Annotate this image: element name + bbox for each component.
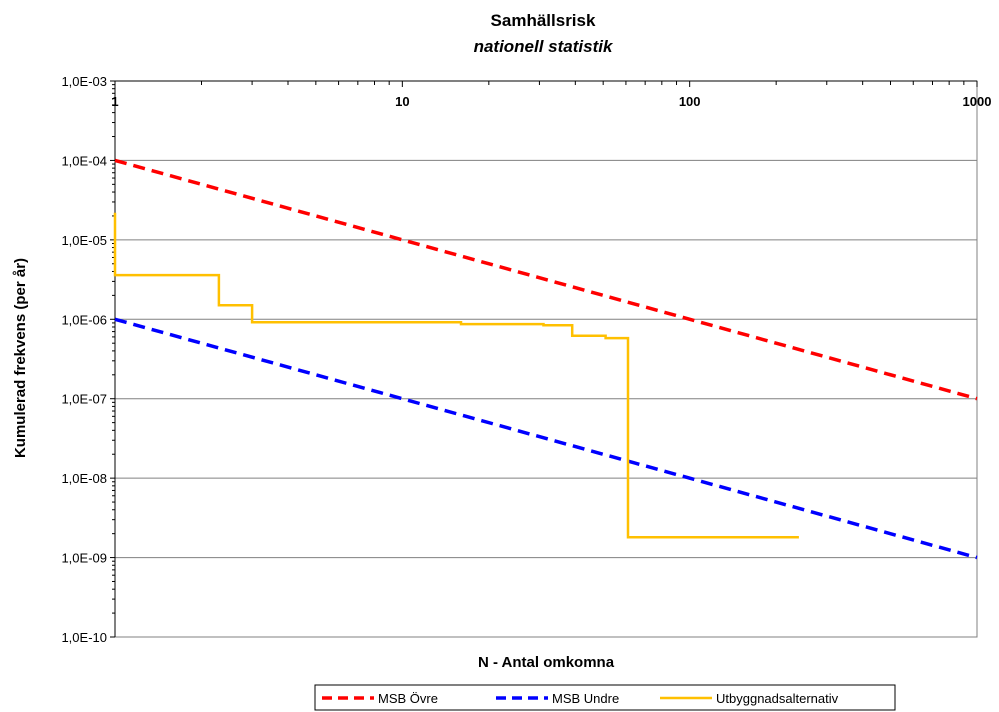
series-utbyggnadsalternativ-line (113, 212, 799, 539)
y-tick-label: 1,0E-08 (61, 471, 107, 486)
legend: MSB Övre MSB Undre Utbyggnadsalternativ (314, 684, 896, 711)
legend-label: Utbyggnadsalternativ (716, 691, 839, 706)
legend-entry-utbyggnadsalternativ: Utbyggnadsalternativ (660, 691, 839, 706)
chart-title: Samhällsrisk (491, 11, 596, 30)
y-tick-labels: 1,0E-03 1,0E-04 1,0E-05 1,0E-06 1,0E-07 1,0E-… (61, 74, 107, 645)
x-tick-label: 10 (395, 94, 409, 109)
x-tick-label: 1000 (963, 94, 992, 109)
y-tick-label: 1,0E-04 (61, 153, 107, 168)
plot-area (114, 80, 978, 638)
legend-entry-msb-ovre: MSB Övre (322, 691, 438, 706)
legend-entry-msb-undre: MSB Undre (496, 691, 619, 706)
y-tick-label: 1,0E-07 (61, 392, 107, 407)
y-tick-label: 1,0E-05 (61, 233, 107, 248)
gridlines (115, 80, 977, 638)
series-msb-undre-line (114, 317, 978, 560)
legend-label: MSB Undre (552, 691, 619, 706)
x-tick-labels: 1 10 100 1000 (111, 94, 991, 109)
chart-subtitle: nationell statistik (474, 37, 614, 56)
x-axis-label: N - Antal omkomna (478, 654, 615, 671)
y-tick-label: 1,0E-09 (61, 551, 107, 566)
legend-box (314, 684, 896, 711)
series-msb-ovre-line (114, 158, 978, 401)
x-tick-label: 1 (111, 94, 118, 109)
series-layer (113, 158, 978, 560)
legend-label: MSB Övre (378, 691, 438, 706)
y-tick-label: 1,0E-10 (61, 630, 107, 645)
x-tick-label: 100 (679, 94, 701, 109)
axes (110, 80, 978, 638)
y-axis-label: Kumulerad frekvens (per år) (12, 258, 29, 458)
y-tick-label: 1,0E-03 (61, 74, 107, 89)
y-tick-label: 1,0E-06 (61, 312, 107, 327)
